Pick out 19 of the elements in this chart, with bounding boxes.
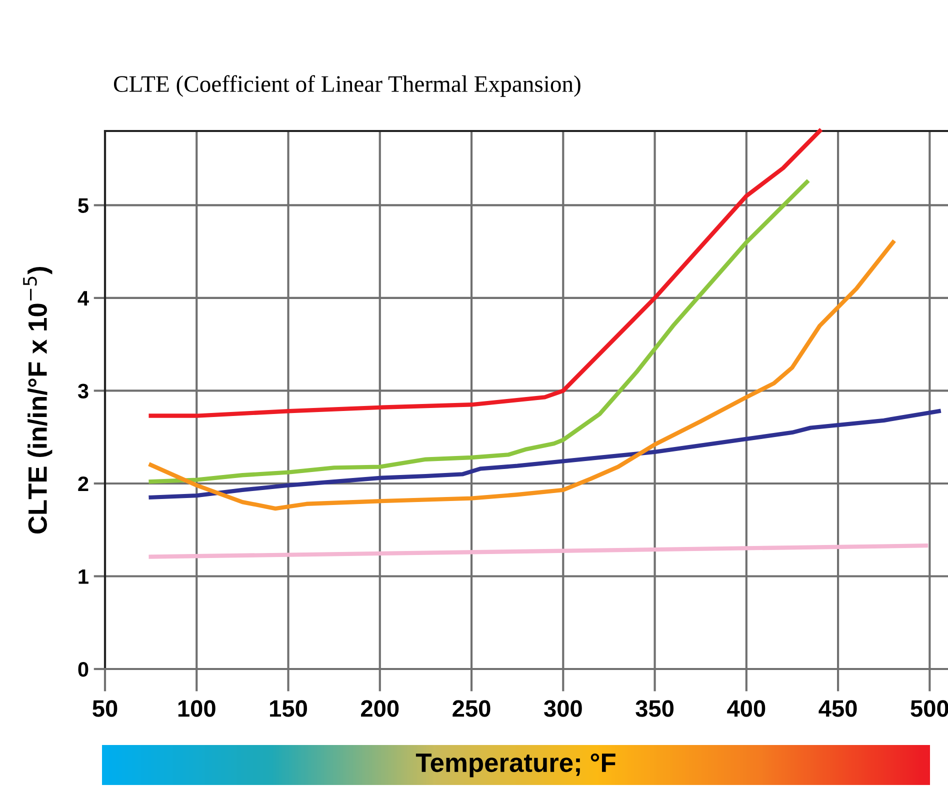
x-axis-title: Temperature; °F — [416, 753, 616, 778]
x-tick-label: 250 — [452, 700, 490, 717]
x-tick-label: 450 — [818, 700, 857, 717]
x-tick-label: 350 — [636, 700, 674, 717]
y-axis-title: CLTE (in/in/°F x 10$^{−5}$) — [23, 266, 52, 534]
x-tick-label: 150 — [270, 700, 307, 717]
y-tick-label: 4 — [78, 291, 89, 306]
x-tick-label: 500 — [910, 700, 948, 717]
x-tick-label: 50 — [92, 700, 118, 717]
x-tick-label: 300 — [544, 700, 582, 717]
x-tick-label: 400 — [727, 700, 766, 717]
x-tick-label: 100 — [178, 700, 216, 717]
chart-title: CLTE (Coefficient of Linear Thermal Expansion) — [114, 75, 580, 97]
y-tick-label: 3 — [78, 384, 88, 399]
y-tick-label: 5 — [78, 198, 88, 213]
x-tick-label: 200 — [361, 700, 399, 717]
y-tick-label: 1 — [78, 569, 88, 584]
y-tick-label: 0 — [78, 662, 88, 677]
y-tick-label: 2 — [78, 476, 88, 492]
